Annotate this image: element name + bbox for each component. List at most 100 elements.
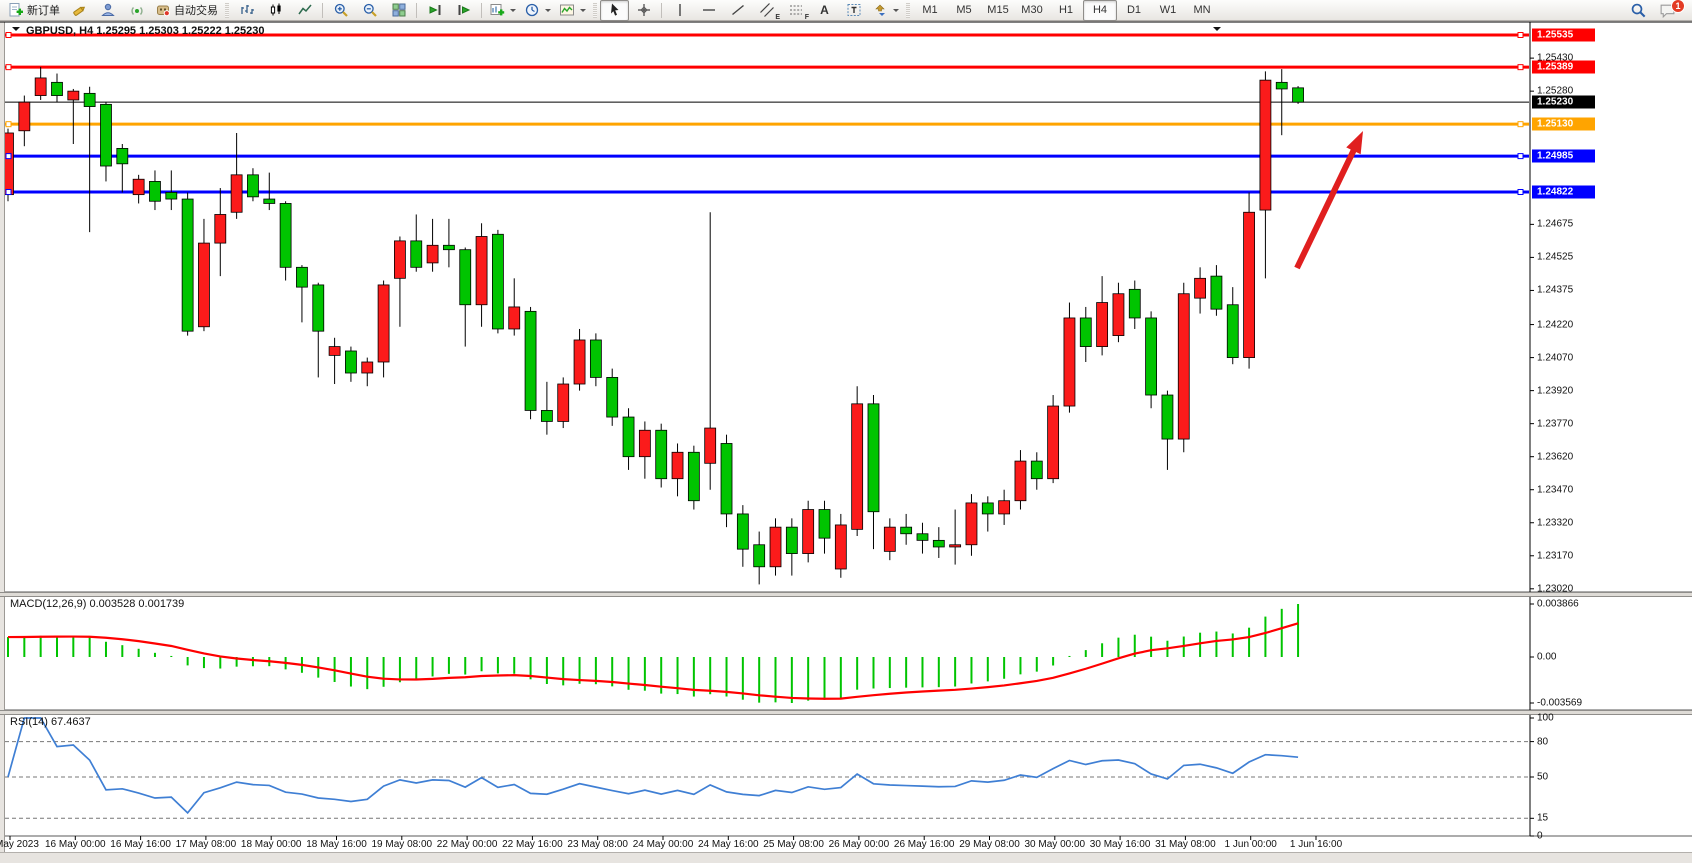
candle (247, 174, 259, 198)
candle (524, 310, 537, 411)
chart-shift-marker-icon[interactable] (1213, 27, 1221, 35)
candle (606, 377, 619, 418)
candle (802, 509, 815, 554)
bar-chart-button[interactable] (232, 0, 261, 21)
panel-splitter[interactable] (0, 592, 1692, 597)
timeframe-button-mn[interactable]: MN (1193, 4, 1211, 16)
profile-button[interactable] (93, 0, 122, 21)
toolbar-grip (906, 2, 910, 18)
date-label: 18 May 00:00 (240, 839, 302, 850)
date-label: 22 May 16:00 (502, 839, 563, 850)
candle (328, 346, 341, 356)
candlestick-chart-button[interactable] (261, 0, 290, 21)
tile-windows-button[interactable] (384, 0, 413, 21)
timeframe-button-w1[interactable]: W1 (1159, 4, 1177, 16)
date-label: 24 May 16:00 (697, 839, 759, 850)
date-label: 30 May 16:00 (1089, 839, 1151, 850)
candle (883, 526, 896, 552)
macd-layer (7, 604, 1300, 703)
chart-shift-icon (458, 5, 470, 15)
auto-trading-button[interactable]: 自动交易 (151, 0, 222, 21)
candle (459, 249, 472, 306)
candle (1096, 302, 1109, 347)
date-label: 26 May 00:00 (828, 839, 890, 850)
candle (785, 526, 798, 554)
date-label: 24 May 00:00 (632, 839, 694, 850)
new-chart-button[interactable] (485, 0, 520, 21)
crosshair-button[interactable] (629, 0, 658, 21)
timeframe-button-m5[interactable]: M5 (956, 4, 972, 16)
timeframe-button-h4[interactable]: H4 (1083, 0, 1117, 21)
candle (655, 429, 668, 480)
dropdown-arrow-icon (510, 9, 516, 15)
vertical-line-button[interactable] (665, 0, 694, 21)
period-button[interactable] (520, 0, 555, 21)
chart-shift-button[interactable] (449, 0, 478, 21)
candle (1226, 304, 1239, 358)
date-label: 23 May 08:00 (567, 839, 628, 850)
timeframe-button-h1[interactable]: H1 (1058, 4, 1074, 16)
timeframe-button-m30[interactable]: M30 (1021, 4, 1043, 16)
candle (1128, 288, 1141, 319)
candle (736, 513, 749, 550)
fibonacci-button[interactable]: F (781, 0, 810, 21)
candle (687, 451, 700, 502)
text-label-button[interactable] (839, 0, 868, 21)
date-label: 1 Jun 16:00 (1289, 839, 1343, 850)
trend-arrow-annotation[interactable] (1294, 131, 1363, 270)
candle (83, 92, 96, 107)
candle (116, 148, 129, 165)
zoom-out-button[interactable] (355, 0, 384, 21)
dropdown-arrow-icon (580, 9, 586, 15)
timeframe-button-m1[interactable]: M1 (922, 4, 938, 16)
symbol-menu-triangle-icon[interactable] (12, 27, 20, 35)
signals-button[interactable] (122, 0, 151, 21)
candle (1063, 317, 1076, 407)
macd-label: MACD(12,26,9) 0.003528 0.001739 (10, 598, 185, 610)
date-label: 16 May 00:00 (44, 839, 106, 850)
rsi-axis-label: 0 (1537, 830, 1543, 842)
timeframe-button-d1[interactable]: D1 (1126, 4, 1142, 16)
candle (981, 502, 994, 515)
equidistant-channel-button[interactable]: E (752, 0, 781, 21)
line-chart-button[interactable] (290, 0, 319, 21)
date-label: 19 May 08:00 (371, 839, 433, 850)
line-price-badge: 1.24822 (1532, 185, 1595, 199)
timeframe-button-m15[interactable]: M15 (987, 4, 1009, 16)
line-anchor-handle (1517, 121, 1524, 128)
search-button[interactable] (1624, 0, 1653, 21)
macd-axis-label: 0.00 (1537, 651, 1557, 663)
candle (1275, 81, 1288, 90)
channel-icon (759, 3, 774, 17)
toolbar-separator (416, 2, 417, 18)
vertical-line-icon (678, 4, 681, 16)
auto-scroll-button[interactable] (420, 0, 449, 21)
date-label: 25 May 08:00 (763, 839, 824, 850)
candle (965, 502, 978, 546)
candle (181, 198, 194, 332)
price-tick-label: 1.24675 (1537, 218, 1574, 230)
bid-price-badge: 1.25230 (1532, 95, 1595, 109)
cursor-button[interactable] (600, 0, 629, 21)
candle (557, 383, 570, 422)
styler-button[interactable] (64, 0, 93, 21)
text-button[interactable]: A (810, 0, 839, 21)
toolbar-separator (322, 2, 323, 18)
trendline-button[interactable] (723, 0, 752, 21)
candle (263, 198, 276, 204)
text-tool-label: A (820, 3, 829, 17)
indicators-button[interactable] (555, 0, 590, 21)
candle (67, 90, 80, 101)
signal-icon (130, 7, 143, 15)
new-order-button[interactable]: 新订单 (4, 0, 64, 21)
rsi-axis-label: 80 (1537, 736, 1549, 748)
price-tick-label: 1.23320 (1537, 517, 1574, 529)
arrows-icon (875, 4, 885, 16)
candle (1145, 317, 1157, 396)
zoom-in-button[interactable] (326, 0, 355, 21)
arrows-button[interactable] (868, 0, 903, 21)
chat-button[interactable]: 1 (1653, 0, 1685, 21)
line-price-badge: 1.25130 (1532, 117, 1595, 131)
panel-splitter[interactable] (0, 710, 1692, 715)
horizontal-line-button[interactable] (694, 0, 723, 21)
